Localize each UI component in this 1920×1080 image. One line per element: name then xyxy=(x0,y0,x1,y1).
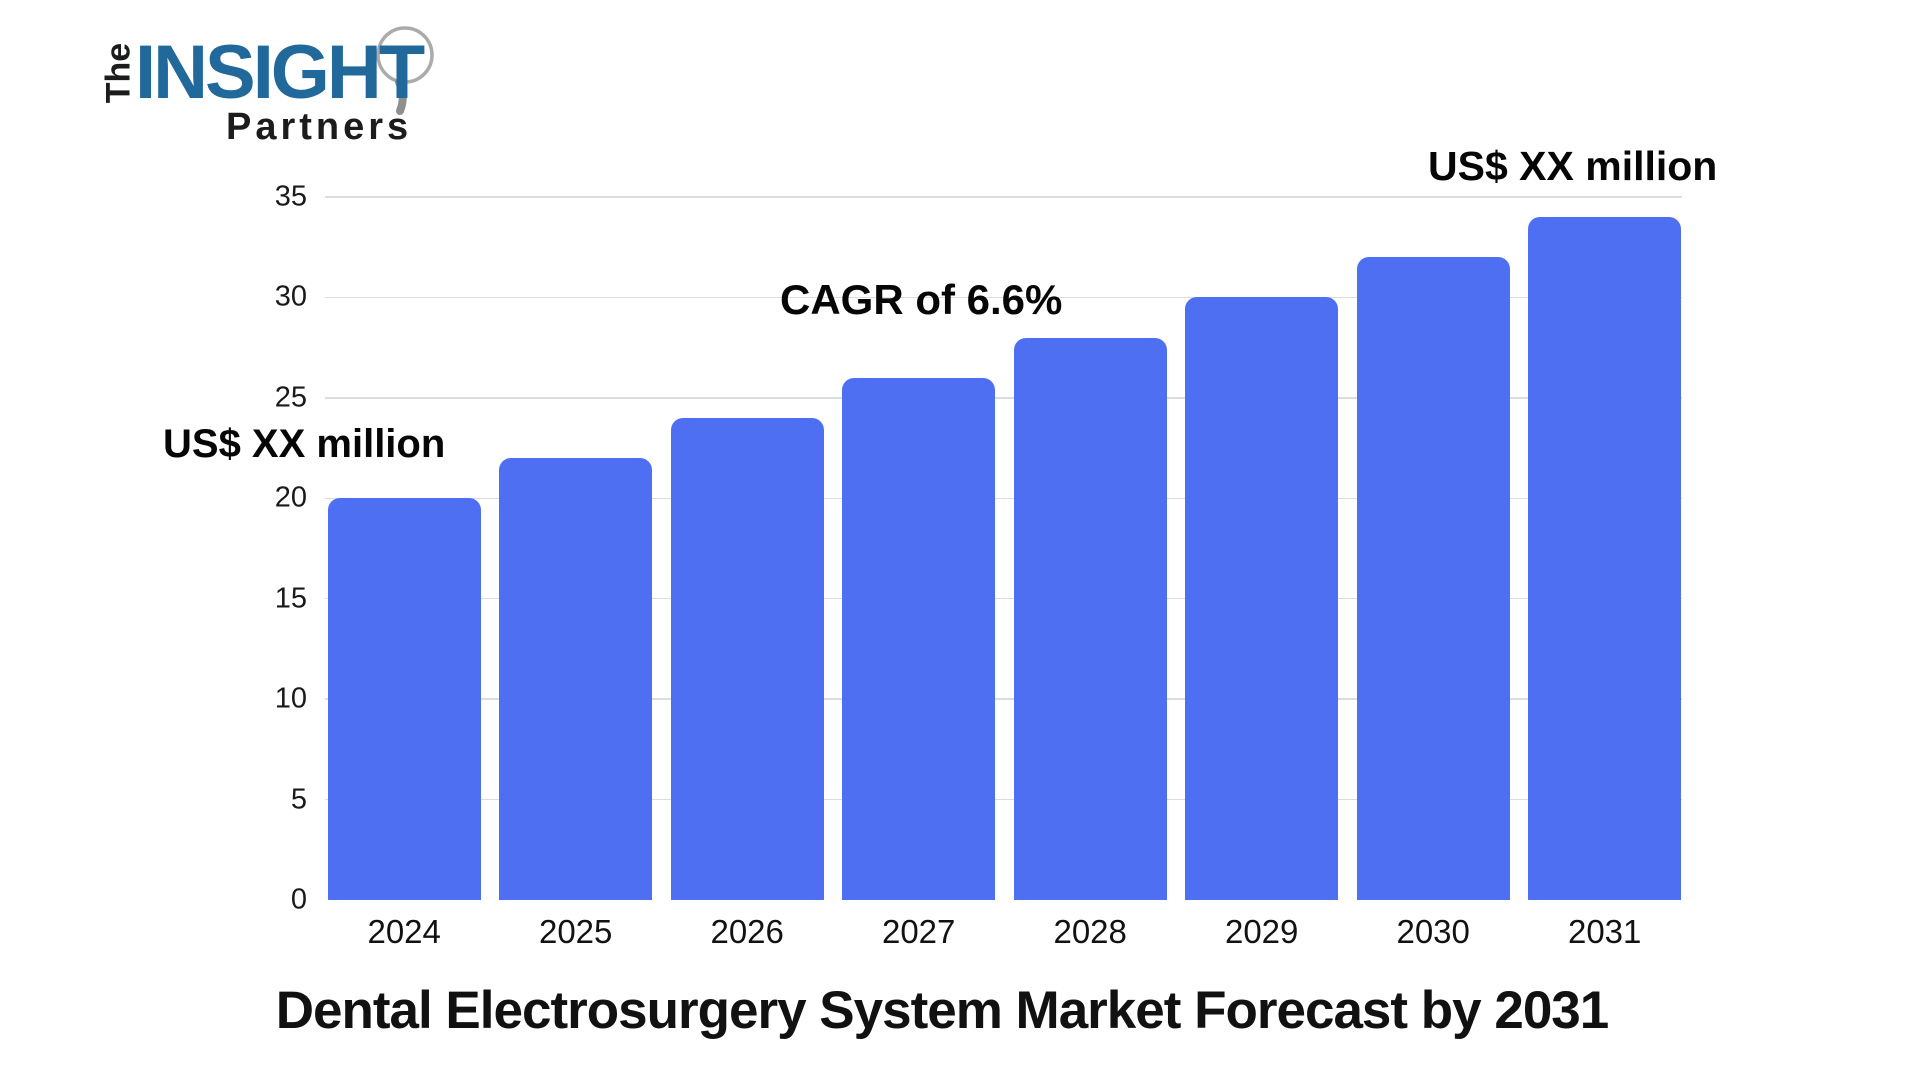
x-tick-label-2024: 2024 xyxy=(367,913,441,950)
y-tick-label-20: 20 xyxy=(274,481,307,514)
gridline-25 xyxy=(325,397,1682,399)
logo-insight-text: INSIGHT xyxy=(135,30,425,115)
gridline-30 xyxy=(325,296,1682,299)
y-tick-label-5: 5 xyxy=(290,783,307,816)
annotation-2031-value: US$ XX million xyxy=(1428,143,1718,189)
y-tick-label-15: 15 xyxy=(274,582,307,615)
logo-the-text: The xyxy=(99,42,138,104)
y-tick-label-30: 30 xyxy=(274,280,307,313)
bar-2027 xyxy=(842,377,996,900)
bar-2031 xyxy=(1528,217,1682,900)
x-tick-label-2025: 2025 xyxy=(538,913,613,950)
bar-2024 xyxy=(327,498,481,900)
x-tick-label-2027: 2027 xyxy=(881,913,956,950)
y-tick-label-35: 35 xyxy=(274,180,307,213)
bar-2029 xyxy=(1185,297,1339,900)
gridline-35 xyxy=(325,196,1682,198)
x-tick-label-2029: 2029 xyxy=(1224,913,1299,950)
logo-partners-text: Partners xyxy=(226,106,413,148)
annotation-cagr: CAGR of 6.6% xyxy=(780,276,1063,323)
x-tick-label-2028: 2028 xyxy=(1053,913,1127,950)
x-axis-tick-labels: 2024 2025 2026 2027 2028 2029 2030 2031 xyxy=(325,912,1682,957)
gridline-15 xyxy=(325,597,1682,600)
bar-2030 xyxy=(1356,257,1510,900)
x-tick-label-2031: 2031 xyxy=(1567,913,1642,950)
y-tick-label-10: 10 xyxy=(274,682,307,715)
chart-title: Dental Electrosurgery System Market Fore… xyxy=(275,981,1610,1040)
gridline-10 xyxy=(325,698,1682,700)
bar-2026 xyxy=(670,417,824,900)
x-tick-label-2030: 2030 xyxy=(1396,913,1470,950)
plot-area xyxy=(325,196,1682,900)
annotation-2024-value: US$ XX million xyxy=(163,422,446,466)
y-tick-label-0: 0 xyxy=(290,883,307,916)
gridline-20 xyxy=(325,497,1682,500)
bar-2028 xyxy=(1013,337,1167,900)
y-tick-label-25: 25 xyxy=(274,381,307,414)
x-tick-label-2026: 2026 xyxy=(710,913,784,950)
bar-2025 xyxy=(499,458,653,900)
magnifier-icon xyxy=(376,26,434,115)
gridline-5 xyxy=(325,798,1682,801)
y-axis-tick-labels: 0 5 10 15 20 25 30 35 xyxy=(0,182,307,914)
brand-logo: The INSIGHT Partners xyxy=(98,20,458,148)
